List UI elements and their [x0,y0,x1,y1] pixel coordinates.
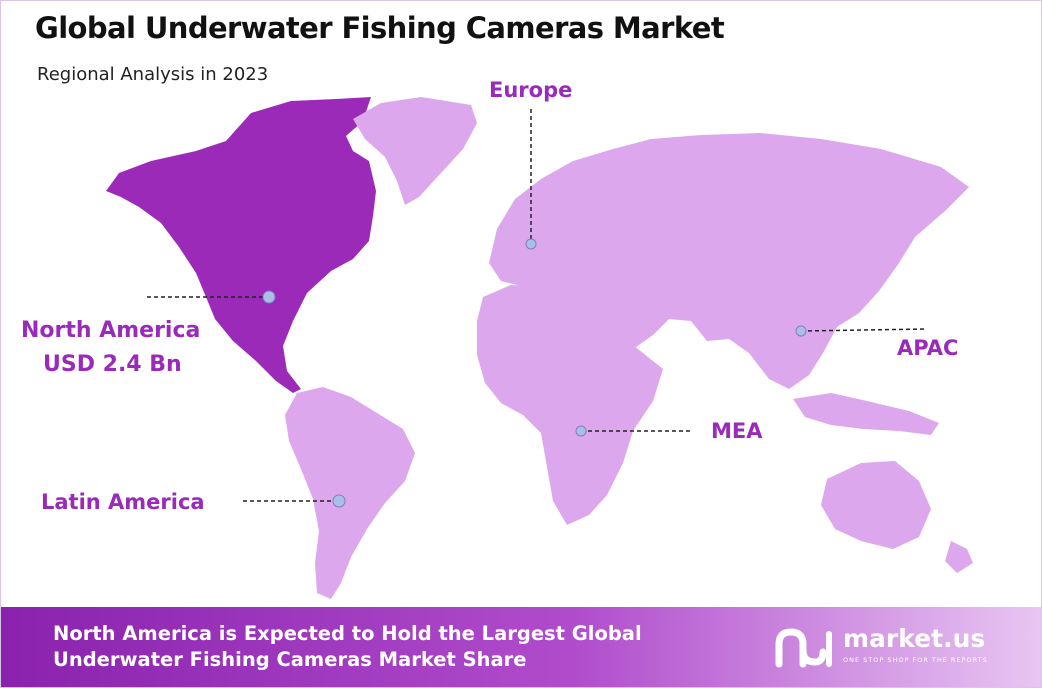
australia-landmass [821,461,931,549]
apac-leader-line [800,328,928,332]
world-map [106,97,973,599]
eurasia-landmass [489,133,969,389]
africa-landmass [477,285,663,525]
north-america-marker [262,290,276,304]
footer-line-1: North America is Expected to Hold the La… [53,622,642,645]
footer-banner: North America is Expected to Hold the La… [1,607,1041,687]
brand-name: market.us [843,624,986,653]
mea-marker [575,425,587,437]
brand-logo: market.us ONE STOP SHOP FOR THE REPORTS [773,624,1023,674]
mea-label: MEA [711,419,763,443]
footer-line-2: Underwater Fishing Cameras Market Share [53,648,527,671]
southeast-asia-islands [793,393,939,435]
brand-tagline: ONE STOP SHOP FOR THE REPORTS [843,656,988,664]
page-subtitle: Regional Analysis in 2023 [37,64,269,85]
greenland-landmass [353,97,477,205]
apac-label: APAC [897,336,959,360]
footer-headline: North America is Expected to Hold the La… [53,621,642,673]
page-title: Global Underwater Fishing Cameras Market [35,11,725,45]
north-america-label: North America [21,318,201,343]
new-zealand-landmass [945,541,973,573]
north-america-landmass [106,97,376,393]
latin-america-marker [332,494,346,508]
europe-marker [525,238,537,250]
north-america-value: USD 2.4 Bn [43,352,182,377]
latin-america-label: Latin America [41,490,205,514]
europe-label: Europe [489,78,573,102]
apac-marker [795,325,807,337]
market-us-logo-icon [775,628,832,668]
south-america-landmass [285,387,415,599]
